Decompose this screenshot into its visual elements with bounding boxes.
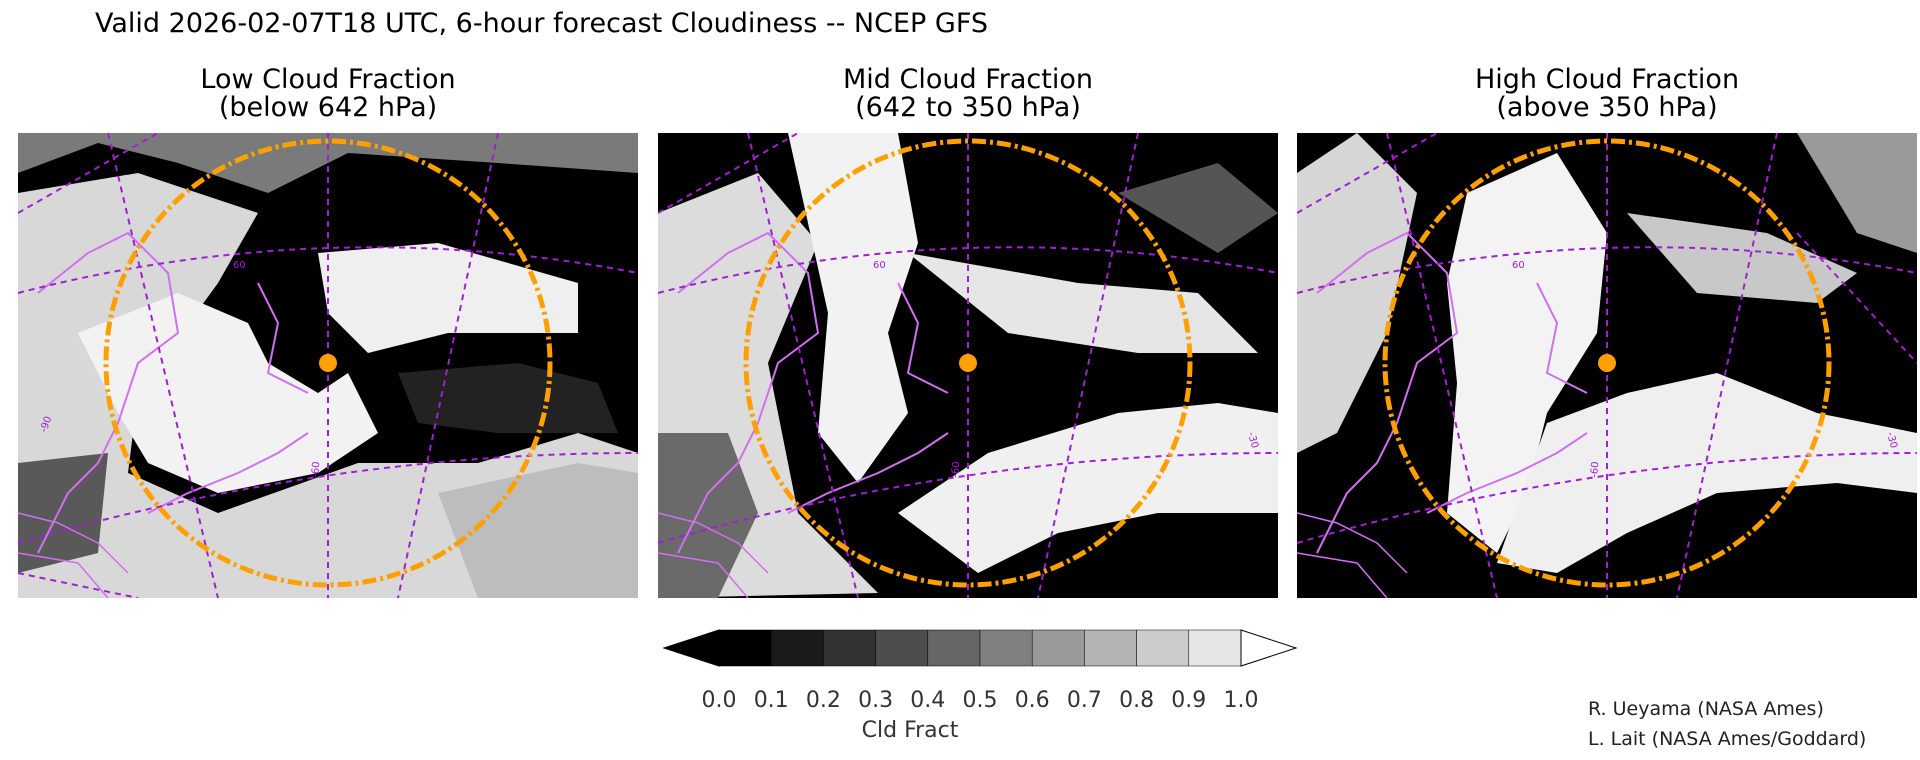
colorbar-over-arrow <box>1240 629 1298 667</box>
colorbar-segment <box>1084 629 1137 667</box>
panel-title-low-line2: (below 642 hPa) <box>218 92 438 123</box>
credit-line-2: L. Lait (NASA Ames/Goddard) <box>1588 728 1867 750</box>
colorbar-segment <box>875 629 929 667</box>
colorbar-label: Cld Fract <box>861 718 959 743</box>
lon-30-label: -30 <box>1884 431 1899 450</box>
colorbar-tick-label: 0.7 <box>1066 688 1102 713</box>
colorbar-tick-label: 0.5 <box>962 688 998 713</box>
colorbar-tick-label: 0.1 <box>753 688 789 713</box>
colorbar-tick-label: 0.8 <box>1119 688 1155 713</box>
lat-60-label: 60 <box>1512 260 1525 271</box>
colorbar-tick-label: 0.2 <box>805 688 841 713</box>
panel-title-high-line1: High Cloud Fraction <box>1474 64 1740 95</box>
lon-60-label: -60 <box>1589 461 1601 478</box>
map-mid-cloud: 60 -60 -30 <box>658 133 1278 598</box>
colorbar-tick-label: 0.0 <box>701 688 737 713</box>
lon-90-label: -90 <box>38 415 54 434</box>
credit-line-1: R. Ueyama (NASA Ames) <box>1588 698 1824 720</box>
colorbar-segment <box>1188 629 1242 667</box>
colorbar-segment <box>1031 629 1085 667</box>
panel-title-mid: Mid Cloud Fraction (642 to 350 hPa) <box>658 66 1278 122</box>
colorbar-tick-label: 0.4 <box>910 688 946 713</box>
panel-title-high-line2: (above 350 hPa) <box>1496 92 1718 123</box>
colorbar-segment <box>1136 629 1190 667</box>
lon-30-label: -30 <box>1245 431 1260 450</box>
panel-title-high: High Cloud Fraction (above 350 hPa) <box>1297 66 1917 122</box>
lon-60-label: -60 <box>950 461 962 478</box>
colorbar-tick-label: 0.3 <box>858 688 894 713</box>
colorbar-tick-label: 0.9 <box>1171 688 1207 713</box>
colorbar-under-arrow <box>662 629 720 667</box>
lon-60-label: -60 <box>310 461 322 478</box>
panel-title-mid-line1: Mid Cloud Fraction <box>842 64 1093 95</box>
map-low-cloud: 60 -60 -90 <box>18 133 638 598</box>
map-high-cloud: 60 -60 -30 <box>1297 133 1917 598</box>
colorbar-segment <box>718 629 772 667</box>
colorbar-segment <box>770 629 824 667</box>
colorbar-scale <box>662 629 1298 667</box>
colorbar-tick-label: 0.6 <box>1014 688 1050 713</box>
colorbar <box>660 626 1300 674</box>
panel-title-mid-line2: (642 to 350 hPa) <box>855 92 1081 123</box>
colorbar-tick-label: 1.0 <box>1223 688 1259 713</box>
lat-60-label: 60 <box>233 260 246 271</box>
colorbar-segment <box>927 629 981 667</box>
figure-title: Valid 2026-02-07T18 UTC, 6-hour forecast… <box>95 8 989 39</box>
colorbar-segment <box>823 629 876 667</box>
panel-title-low: Low Cloud Fraction (below 642 hPa) <box>18 66 638 122</box>
panel-title-low-line1: Low Cloud Fraction <box>200 64 456 95</box>
lat-60-label: 60 <box>873 260 886 271</box>
colorbar-segment <box>979 629 1033 667</box>
